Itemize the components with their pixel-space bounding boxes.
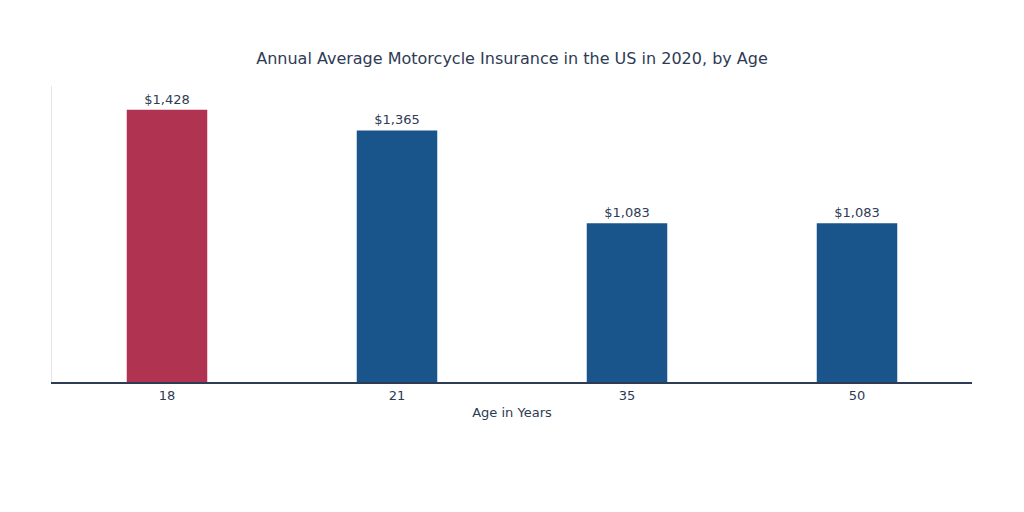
svg-text:18: 18 (159, 388, 176, 403)
svg-text:35: 35 (619, 388, 636, 403)
svg-text:$1,365: $1,365 (374, 112, 420, 127)
svg-text:Annual Average Motorcycle Insu: Annual Average Motorcycle Insurance in t… (256, 49, 768, 68)
svg-text:Age in Years: Age in Years (472, 405, 552, 420)
svg-text:$1,083: $1,083 (604, 205, 650, 220)
svg-text:21: 21 (389, 388, 406, 403)
svg-text:$1,428: $1,428 (144, 92, 190, 107)
svg-text:50: 50 (849, 388, 866, 403)
svg-text:$1,083: $1,083 (834, 205, 880, 220)
